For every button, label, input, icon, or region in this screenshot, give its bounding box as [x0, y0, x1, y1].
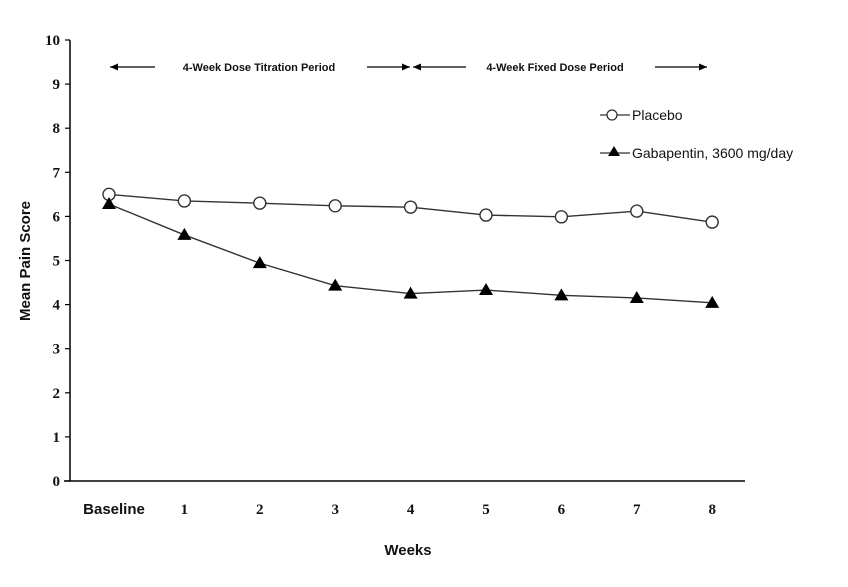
- data-point-circle: [177, 194, 192, 208]
- y-tick-label: 5: [53, 254, 61, 270]
- y-tick-label: 3: [53, 342, 61, 358]
- y-tick-label: 10: [45, 33, 60, 49]
- data-point-triangle: [102, 197, 116, 210]
- fixed-period-label: 4-Week Fixed Dose Period: [486, 62, 623, 74]
- legend-item-placebo: Placebo: [600, 107, 683, 123]
- y-tick-label: 9: [53, 77, 61, 93]
- x-tick-label: 2: [256, 502, 264, 518]
- y-tick-label: 8: [53, 121, 61, 137]
- data-point-circle: [328, 199, 342, 213]
- data-point-triangle: [403, 286, 418, 299]
- data-point-triangle: [252, 256, 267, 269]
- data-point-circle: [554, 210, 569, 224]
- legend-label-gabapentin: Gabapentin, 3600 mg/day: [632, 145, 793, 161]
- period-annotation-fixed: 4-Week Fixed Dose Period: [413, 62, 707, 74]
- data-point-circle: [253, 196, 267, 210]
- y-tick-label: 6: [53, 209, 61, 225]
- x-tick-label: 7: [633, 502, 641, 518]
- x-tick-label: 1: [181, 502, 189, 518]
- legend-label-placebo: Placebo: [632, 107, 683, 123]
- data-point-circle: [479, 208, 493, 222]
- x-tick-label: 8: [708, 502, 716, 518]
- data-point-circle: [403, 200, 418, 214]
- x-axis-label: Weeks: [384, 542, 431, 559]
- y-tick-label: 1: [53, 430, 61, 446]
- x-tick-label: 4: [407, 502, 415, 518]
- y-tick-label: 4: [53, 298, 61, 314]
- data-point-triangle: [328, 278, 343, 291]
- data-point-triangle: [177, 227, 192, 240]
- legend: Placebo Gabapentin, 3600 mg/day: [600, 107, 793, 161]
- y-axis-label: Mean Pain Score: [17, 201, 34, 321]
- y-tick-label: 0: [53, 474, 61, 490]
- titration-period-label: 4-Week Dose Titration Period: [183, 62, 335, 74]
- series-gabapentin: [102, 197, 720, 308]
- x-tick-label: 3: [331, 502, 339, 518]
- x-tick-label: 6: [558, 502, 566, 518]
- y-tick-label: 7: [53, 165, 61, 181]
- data-point-circle: [705, 215, 719, 229]
- data-point-triangle: [705, 295, 720, 308]
- series-placebo: [102, 187, 719, 229]
- period-annotation-titration: 4-Week Dose Titration Period: [110, 62, 410, 74]
- y-tick-label: 2: [53, 386, 61, 402]
- data-point-triangle: [554, 288, 569, 301]
- x-tick-label: 5: [482, 502, 490, 518]
- data-point-triangle: [629, 290, 644, 303]
- data-point-circle: [630, 204, 644, 218]
- data-point-triangle: [479, 283, 493, 296]
- x-tick-label: Baseline: [83, 501, 145, 518]
- legend-item-gabapentin: Gabapentin, 3600 mg/day: [600, 145, 793, 161]
